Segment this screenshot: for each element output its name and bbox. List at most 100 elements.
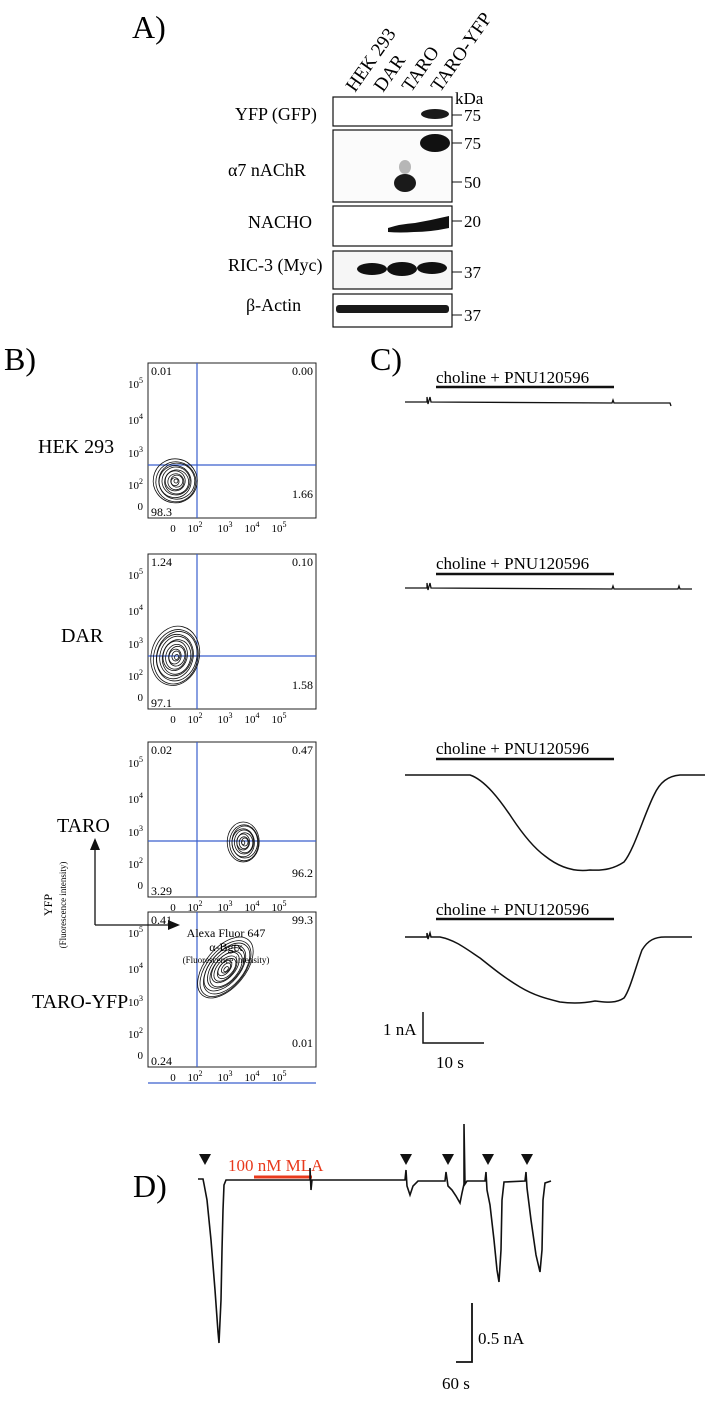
y-tick-label: 0 xyxy=(138,1050,144,1062)
contour-line xyxy=(152,629,199,685)
x-tick-label-base: 10 xyxy=(245,714,257,726)
scale-x-c: 10 s xyxy=(436,1053,464,1072)
y-tick-label-exp: 4 xyxy=(139,412,143,421)
contour-line xyxy=(171,650,181,662)
x-tick-label-base: 10 xyxy=(218,714,230,726)
x-tick-label: 0 xyxy=(170,1072,176,1084)
scale-x-d: 60 s xyxy=(442,1374,470,1393)
current-trace-d xyxy=(198,1123,552,1344)
y-tick-label-exp: 5 xyxy=(139,755,143,764)
contour-line xyxy=(223,966,229,973)
contour-line xyxy=(168,648,182,665)
x-tick-label-base: 10 xyxy=(218,523,230,535)
y-tick-label-base: 10 xyxy=(128,1029,140,1041)
y-tick-label: 102 xyxy=(128,477,143,492)
x-tick-label-exp: 5 xyxy=(283,899,287,908)
y-tick-label-exp: 4 xyxy=(139,791,143,800)
x-tick-label: 103 xyxy=(218,1069,233,1084)
x-tick-label-exp: 3 xyxy=(229,899,233,908)
contour-line xyxy=(156,633,194,680)
contour-line xyxy=(238,836,250,850)
x-tick-label-exp: 2 xyxy=(199,520,203,529)
x-axis-arrowhead xyxy=(168,920,180,930)
x-tick-label: 103 xyxy=(218,711,233,726)
contour-line xyxy=(226,821,260,863)
y-tick-label-base: 10 xyxy=(128,859,140,871)
quadrant-q-ur: 0.00 xyxy=(292,364,313,378)
arrowhead-marker-3 xyxy=(442,1154,454,1165)
y-tick-label: 103 xyxy=(128,824,143,839)
y-tick-label: 104 xyxy=(128,603,143,618)
band-ric3-taro-yfp xyxy=(417,262,447,274)
contour-line xyxy=(199,940,252,997)
contour-line xyxy=(155,461,197,503)
y-axis-arrowhead xyxy=(90,838,100,850)
trace-label-taro: choline + PNU120596 xyxy=(436,739,589,758)
y-axis-label: YFP xyxy=(41,894,55,916)
x-tick-label-exp: 3 xyxy=(229,1069,233,1078)
x-tick-label: 0 xyxy=(170,902,176,914)
y-tick-label: 105 xyxy=(128,567,143,582)
y-tick-label-base: 10 xyxy=(128,448,140,460)
contour-cluster xyxy=(152,458,198,504)
quadrant-q-lr: 1.66 xyxy=(292,487,313,501)
contour-line xyxy=(167,473,185,491)
contour-line xyxy=(211,951,240,984)
band-actin xyxy=(336,305,449,313)
kda-label: kDa xyxy=(455,89,484,108)
y-tick-label: 102 xyxy=(128,856,143,871)
panel-d-letter: D) xyxy=(133,1168,167,1204)
y-tick-label-exp: 2 xyxy=(139,668,143,677)
x-tick-label: 104 xyxy=(245,1069,260,1084)
quadrant-q-ul: 1.24 xyxy=(151,555,172,569)
y-tick-label-base: 10 xyxy=(128,997,140,1009)
x-tick-label-exp: 4 xyxy=(256,899,260,908)
blot-label-ric3: RIC-3 (Myc) xyxy=(228,255,322,276)
y-tick-label-base: 10 xyxy=(128,379,140,391)
quadrant-q-ll: 3.29 xyxy=(151,884,172,898)
y-tick-label: 0 xyxy=(138,501,144,513)
blot-label-yfp: YFP (GFP) xyxy=(235,104,317,125)
y-tick-label-exp: 4 xyxy=(139,961,143,970)
y-tick-label-exp: 4 xyxy=(139,603,143,612)
y-tick-label-base: 10 xyxy=(128,964,140,976)
x-axis-label-1: Alexa Fluor 647 xyxy=(187,926,266,940)
x-tick-label: 0 xyxy=(170,714,176,726)
panel-b-letter: B) xyxy=(4,341,36,377)
quadrant-q-lr: 96.2 xyxy=(292,866,313,880)
arrowhead-marker-4 xyxy=(482,1154,494,1165)
y-tick-label: 105 xyxy=(128,376,143,391)
contour-line xyxy=(220,962,232,974)
x-tick-label-exp: 5 xyxy=(283,1069,287,1078)
quadrant-q-ul: 0.02 xyxy=(151,743,172,757)
contour-line xyxy=(158,465,192,499)
trace-label-taro-yfp: choline + PNU120596 xyxy=(436,900,589,919)
contour-line xyxy=(173,478,179,484)
y-tick-label-base: 10 xyxy=(128,758,140,770)
x-tick-label: 104 xyxy=(245,520,260,535)
y-tick-label: 104 xyxy=(128,791,143,806)
x-tick-label-base: 10 xyxy=(218,1072,230,1084)
y-tick-label-base: 10 xyxy=(128,480,140,492)
x-tick-label-base: 10 xyxy=(188,1072,200,1084)
contour-line xyxy=(150,625,201,686)
y-tick-label-exp: 3 xyxy=(139,636,143,645)
x-tick-label-base: 0 xyxy=(170,714,176,726)
y-tick-label: 105 xyxy=(128,755,143,770)
contour-line xyxy=(162,640,188,672)
blot-label-a7: α7 nAChR xyxy=(228,160,306,180)
x-tick-label-base: 10 xyxy=(188,523,200,535)
y-tick-label-base: 10 xyxy=(128,671,140,683)
contour-line xyxy=(152,458,198,504)
contour-line xyxy=(213,955,238,982)
y-tick-label: 102 xyxy=(128,1026,143,1041)
quadrant-q-ur: 0.10 xyxy=(292,555,313,569)
y-tick-label-base: 0 xyxy=(138,1050,144,1062)
band-yfp-taro-yfp xyxy=(421,109,449,119)
y-tick-label-exp: 3 xyxy=(139,445,143,454)
x-tick-label-base: 10 xyxy=(272,523,284,535)
